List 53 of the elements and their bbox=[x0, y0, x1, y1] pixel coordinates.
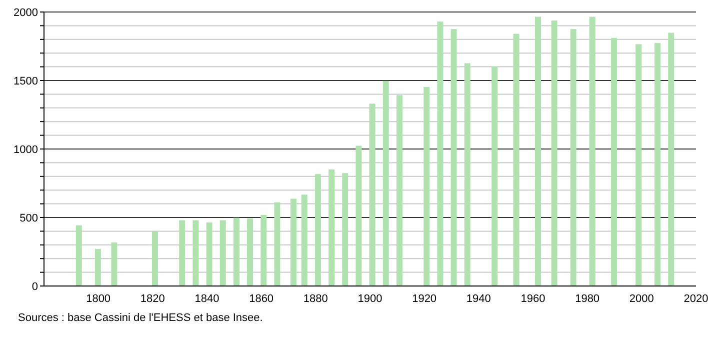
x-tick-label: 1820 bbox=[140, 292, 165, 305]
bar bbox=[206, 222, 212, 286]
bar bbox=[233, 218, 240, 286]
bar bbox=[450, 29, 457, 286]
bar bbox=[94, 249, 101, 286]
bar bbox=[424, 86, 430, 286]
x-tick-label: 1980 bbox=[575, 292, 600, 305]
bar bbox=[396, 95, 402, 286]
bar bbox=[152, 231, 158, 286]
bar bbox=[274, 202, 280, 286]
bar bbox=[111, 242, 118, 286]
bar bbox=[611, 38, 618, 286]
x-tick-label: 2020 bbox=[684, 292, 708, 305]
bar bbox=[179, 220, 186, 286]
bar bbox=[328, 169, 335, 286]
x-tick-label: 1900 bbox=[358, 292, 382, 305]
y-tick-label: 500 bbox=[20, 212, 38, 224]
bar bbox=[290, 198, 296, 286]
bar bbox=[492, 66, 498, 286]
bar bbox=[654, 42, 661, 286]
bar bbox=[437, 21, 444, 286]
x-tick-label: 1920 bbox=[412, 292, 437, 305]
bar bbox=[513, 34, 520, 286]
bar bbox=[464, 63, 470, 286]
bar bbox=[260, 214, 267, 286]
x-tick-label: 1860 bbox=[249, 292, 274, 305]
bar bbox=[314, 174, 321, 286]
x-tick-label: 2000 bbox=[629, 292, 654, 305]
bar bbox=[342, 173, 348, 286]
bar bbox=[76, 225, 82, 286]
bar bbox=[356, 146, 362, 286]
x-tick-label: 1940 bbox=[466, 292, 491, 305]
bar bbox=[668, 32, 674, 286]
y-tick-label: 2000 bbox=[14, 6, 38, 19]
source-note: Sources : base Cassini de l'EHESS et base Insee. bbox=[18, 312, 264, 324]
bar bbox=[301, 194, 308, 286]
bar bbox=[589, 16, 596, 286]
bar bbox=[535, 16, 541, 286]
y-tick-label: 1500 bbox=[14, 75, 38, 88]
bar bbox=[382, 80, 389, 286]
x-tick-label: 1880 bbox=[303, 292, 328, 305]
bar bbox=[570, 29, 576, 286]
bar bbox=[369, 104, 376, 286]
bar bbox=[192, 220, 199, 286]
x-tick-label: 1840 bbox=[194, 292, 220, 305]
bar bbox=[220, 220, 226, 286]
x-tick-label: 1800 bbox=[86, 292, 111, 305]
x-tick-label: 1960 bbox=[520, 292, 546, 305]
bar bbox=[551, 20, 558, 286]
bar bbox=[247, 218, 254, 286]
y-tick-label: 1000 bbox=[14, 144, 38, 156]
bar bbox=[636, 44, 642, 286]
y-tick-label: 0 bbox=[32, 280, 38, 293]
